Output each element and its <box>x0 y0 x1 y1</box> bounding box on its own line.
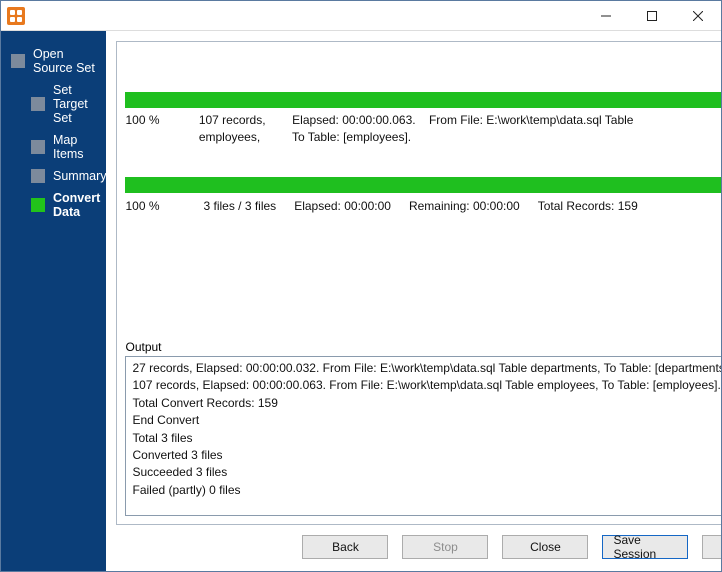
close-button-footer[interactable]: Close <box>502 535 588 559</box>
total-progress-remaining: Remaining: 00:00:00 <box>409 199 520 213</box>
view-button[interactable]: View <box>702 535 721 559</box>
stop-button: Stop <box>402 535 488 559</box>
total-progress-files: 3 files / 3 files <box>203 199 276 213</box>
output-line: Total 3 files <box>132 430 721 447</box>
save-session-button[interactable]: Save Session <box>602 535 688 559</box>
step-label: Set Target Set <box>53 83 106 125</box>
file-progress-bar <box>125 92 721 108</box>
step-set-target-set[interactable]: Set Target Set <box>1 79 106 129</box>
output-log[interactable]: 27 records, Elapsed: 00:00:00.032. From … <box>125 356 721 516</box>
total-progress-total-records: Total Records: 159 <box>538 199 638 213</box>
file-progress-table: employees, <box>199 129 289 146</box>
file-progress-percent: 100 % <box>125 112 195 129</box>
step-node-icon <box>31 198 45 212</box>
wizard-sidebar: Open Source Set Set Target Set Map Items… <box>1 31 106 571</box>
maximize-button[interactable] <box>629 1 675 31</box>
step-node-icon <box>31 97 45 111</box>
main-panel: 100 % 107 records, Elapsed: 00:00:00.063… <box>106 31 721 571</box>
minimize-button[interactable] <box>583 1 629 31</box>
step-label: Convert Data <box>53 191 106 219</box>
file-progress-section: 100 % 107 records, Elapsed: 00:00:00.063… <box>125 92 721 147</box>
total-progress-percent: 100 % <box>125 199 185 213</box>
app-window: Open Source Set Set Target Set Map Items… <box>0 0 722 572</box>
file-progress-records: 107 records, <box>199 112 289 129</box>
file-progress-details: 100 % 107 records, Elapsed: 00:00:00.063… <box>125 112 721 147</box>
step-node-icon <box>31 169 45 183</box>
step-label: Open Source Set <box>33 47 106 75</box>
output-line: Failed (partly) 0 files <box>132 482 721 499</box>
output-line: Total Convert Records: 159 <box>132 395 721 412</box>
file-progress-elapsed: Elapsed: 00:00:00.063. <box>292 113 415 127</box>
wizard-steps: Open Source Set Set Target Set Map Items… <box>1 43 106 223</box>
step-map-items[interactable]: Map Items <box>1 129 106 165</box>
content-panel: 100 % 107 records, Elapsed: 00:00:00.063… <box>116 41 721 525</box>
step-label: Map Items <box>53 133 106 161</box>
output-label: Output <box>125 340 721 354</box>
step-label: Summary <box>53 169 106 183</box>
step-convert-data[interactable]: Convert Data <box>1 187 106 223</box>
step-node-icon <box>31 140 45 154</box>
button-bar: Back Stop Close Save Session View <box>106 525 721 571</box>
close-button[interactable] <box>675 1 721 31</box>
output-line: Converted 3 files <box>132 447 721 464</box>
file-progress-to: To Table: [employees]. <box>292 130 411 144</box>
step-node-icon <box>11 54 25 68</box>
app-icon <box>7 7 25 25</box>
step-summary[interactable]: Summary <box>1 165 106 187</box>
total-progress-details: 100 % 3 files / 3 files Elapsed: 00:00:0… <box>125 193 721 213</box>
back-button[interactable]: Back <box>302 535 388 559</box>
output-line: Succeeded 3 files <box>132 464 721 481</box>
step-open-source-set[interactable]: Open Source Set <box>1 43 106 79</box>
output-line: 107 records, Elapsed: 00:00:00.063. From… <box>132 377 721 394</box>
output-line: End Convert <box>132 412 721 429</box>
file-progress-from: From File: E:\work\temp\data.sql Table <box>429 113 634 127</box>
total-progress-section: 100 % 3 files / 3 files Elapsed: 00:00:0… <box>125 177 721 213</box>
total-progress-elapsed: Elapsed: 00:00:00 <box>294 199 391 213</box>
output-line: 27 records, Elapsed: 00:00:00.032. From … <box>132 360 721 377</box>
total-progress-bar <box>125 177 721 193</box>
window-controls <box>583 1 721 31</box>
titlebar <box>1 1 721 31</box>
